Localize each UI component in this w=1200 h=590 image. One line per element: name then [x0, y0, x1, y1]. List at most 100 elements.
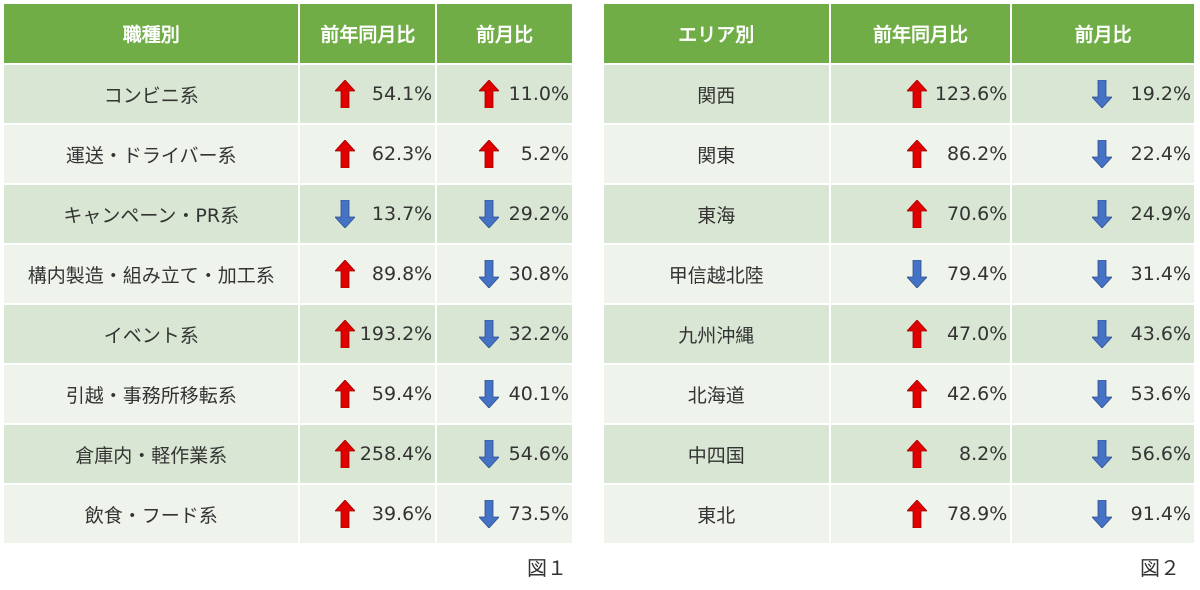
yoy-cell: 59.4%	[299, 364, 438, 425]
mom-cell: 54.6%	[436, 424, 574, 485]
yoy-cell: 39.6%	[299, 484, 438, 545]
mom-value: 31.4%	[1130, 263, 1191, 285]
arrow-down-icon	[1092, 260, 1113, 288]
yoy-cell: 13.7%	[299, 184, 438, 245]
yoy-cell: 42.6%	[829, 364, 1013, 425]
mom-cell: 19.2%	[1011, 64, 1196, 125]
mom-cell: 73.5%	[436, 484, 574, 545]
row-label: 構内製造・組み立て・加工系	[4, 244, 301, 305]
mom-cell: 53.6%	[1011, 364, 1196, 425]
header-mom: 前月比	[1011, 4, 1196, 65]
row-label: キャンペーン・PR系	[4, 184, 301, 245]
mom-value: 53.6%	[1130, 383, 1191, 405]
table-row: 倉庫内・軽作業系 258.4% 54.6%	[4, 424, 574, 485]
yoy-value: 42.6%	[946, 383, 1008, 405]
arrow-up-icon	[335, 320, 356, 348]
yoy-cell: 54.1%	[299, 64, 438, 125]
mom-cell: 29.2%	[436, 184, 574, 245]
row-label: 関西	[604, 64, 831, 125]
yoy-value: 13.7%	[371, 203, 433, 225]
arrow-up-icon	[906, 200, 927, 228]
mom-value: 32.2%	[508, 323, 569, 345]
table-row: イベント系 193.2% 32.2%	[4, 304, 574, 365]
arrow-down-icon	[479, 260, 500, 288]
mom-value: 29.2%	[508, 203, 569, 225]
yoy-value: 193.2%	[359, 323, 433, 345]
arrow-up-icon	[335, 380, 356, 408]
mom-cell: 43.6%	[1011, 304, 1196, 365]
yoy-cell: 8.2%	[829, 424, 1013, 485]
row-label: 九州沖縄	[604, 304, 831, 365]
table-row: 東海 70.6% 24.9%	[604, 184, 1196, 245]
arrow-up-icon	[335, 80, 356, 108]
header-row: エリア別 前年同月比 前月比	[604, 4, 1196, 65]
header-row: 職種別 前年同月比 前月比	[4, 4, 574, 65]
yoy-cell: 47.0%	[829, 304, 1013, 365]
yoy-value: 62.3%	[371, 143, 433, 165]
figure-caption-1: 図１	[527, 556, 567, 580]
row-label: コンビニ系	[4, 64, 301, 125]
mom-value: 91.4%	[1130, 503, 1191, 525]
mom-cell: 56.6%	[1011, 424, 1196, 485]
yoy-cell: 89.8%	[299, 244, 438, 305]
yoy-value: 39.6%	[371, 503, 433, 525]
mom-cell: 30.8%	[436, 244, 574, 305]
yoy-cell: 70.6%	[829, 184, 1013, 245]
mom-value: 73.5%	[508, 503, 569, 525]
mom-value: 22.4%	[1130, 143, 1191, 165]
table-row: 引越・事務所移転系 59.4% 40.1%	[4, 364, 574, 425]
yoy-cell: 86.2%	[829, 124, 1013, 185]
arrow-down-icon	[479, 440, 500, 468]
arrow-down-icon	[1092, 500, 1113, 528]
yoy-cell: 123.6%	[829, 64, 1013, 125]
table-row: 構内製造・組み立て・加工系 89.8% 30.8%	[4, 244, 574, 305]
mom-value: 43.6%	[1130, 323, 1191, 345]
yoy-value: 258.4%	[359, 443, 433, 465]
row-label: 運送・ドライバー系	[4, 124, 301, 185]
yoy-value: 70.6%	[946, 203, 1008, 225]
header-yoy: 前年同月比	[299, 4, 438, 65]
table-row: 運送・ドライバー系 62.3% 5.2%	[4, 124, 574, 185]
row-label: 甲信越北陸	[604, 244, 831, 305]
yoy-value: 123.6%	[934, 83, 1008, 105]
job-type-table: 職種別 前年同月比 前月比 コンビニ系 54.1% 11.0% 運送・ドライバー系 62…	[4, 4, 574, 545]
table-row: 東北 78.9% 91.4%	[604, 484, 1196, 545]
arrow-down-icon	[479, 320, 500, 348]
row-label: イベント系	[4, 304, 301, 365]
row-label: 東海	[604, 184, 831, 245]
mom-cell: 40.1%	[436, 364, 574, 425]
arrow-up-icon	[906, 440, 927, 468]
table-row: 九州沖縄 47.0% 43.6%	[604, 304, 1196, 365]
arrow-up-icon	[335, 500, 356, 528]
mom-value: 19.2%	[1130, 83, 1191, 105]
arrow-up-icon	[335, 440, 356, 468]
row-label: 関東	[604, 124, 831, 185]
mom-value: 30.8%	[508, 263, 569, 285]
arrow-down-icon	[1092, 200, 1113, 228]
yoy-value: 54.1%	[371, 83, 433, 105]
arrow-up-icon	[906, 80, 927, 108]
arrow-down-icon	[1092, 440, 1113, 468]
header-area: エリア別	[604, 4, 831, 65]
arrow-down-icon	[479, 500, 500, 528]
mom-value: 40.1%	[508, 383, 569, 405]
header-job-type: 職種別	[4, 4, 301, 65]
row-label: 中四国	[604, 424, 831, 485]
mom-value: 24.9%	[1130, 203, 1191, 225]
yoy-value: 78.9%	[946, 503, 1008, 525]
yoy-cell: 62.3%	[299, 124, 438, 185]
row-label: 倉庫内・軽作業系	[4, 424, 301, 485]
arrow-up-icon	[906, 380, 927, 408]
yoy-cell: 79.4%	[829, 244, 1013, 305]
yoy-cell: 258.4%	[299, 424, 438, 485]
arrow-up-icon	[906, 320, 927, 348]
mom-value: 54.6%	[508, 443, 569, 465]
arrow-down-icon	[1092, 380, 1113, 408]
row-label: 東北	[604, 484, 831, 545]
mom-cell: 24.9%	[1011, 184, 1196, 245]
arrow-up-icon	[479, 80, 500, 108]
table-row: 関西 123.6% 19.2%	[604, 64, 1196, 125]
mom-cell: 31.4%	[1011, 244, 1196, 305]
yoy-value: 8.2%	[959, 443, 1008, 465]
arrow-down-icon	[479, 380, 500, 408]
